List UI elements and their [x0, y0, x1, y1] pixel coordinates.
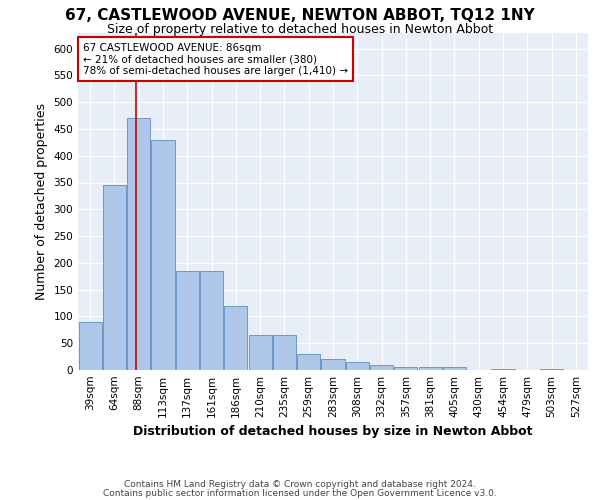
- Text: Contains public sector information licensed under the Open Government Licence v3: Contains public sector information licen…: [103, 488, 497, 498]
- Y-axis label: Number of detached properties: Number of detached properties: [35, 103, 48, 300]
- Bar: [370, 364, 393, 370]
- Bar: [346, 362, 369, 370]
- Bar: [127, 118, 150, 370]
- Bar: [176, 271, 199, 370]
- Bar: [79, 322, 101, 370]
- Bar: [297, 354, 320, 370]
- Bar: [103, 185, 126, 370]
- Bar: [322, 360, 344, 370]
- Bar: [200, 271, 223, 370]
- Bar: [248, 335, 272, 370]
- Bar: [419, 368, 442, 370]
- Text: Contains HM Land Registry data © Crown copyright and database right 2024.: Contains HM Land Registry data © Crown c…: [124, 480, 476, 489]
- X-axis label: Distribution of detached houses by size in Newton Abbot: Distribution of detached houses by size …: [133, 426, 533, 438]
- Text: Size of property relative to detached houses in Newton Abbot: Size of property relative to detached ho…: [107, 22, 493, 36]
- Bar: [443, 368, 466, 370]
- Bar: [151, 140, 175, 370]
- Bar: [394, 368, 418, 370]
- Bar: [273, 335, 296, 370]
- Bar: [224, 306, 247, 370]
- Text: 67 CASTLEWOOD AVENUE: 86sqm
← 21% of detached houses are smaller (380)
78% of se: 67 CASTLEWOOD AVENUE: 86sqm ← 21% of det…: [83, 42, 348, 76]
- Text: 67, CASTLEWOOD AVENUE, NEWTON ABBOT, TQ12 1NY: 67, CASTLEWOOD AVENUE, NEWTON ABBOT, TQ1…: [65, 8, 535, 22]
- Bar: [491, 369, 515, 370]
- Bar: [540, 369, 563, 370]
